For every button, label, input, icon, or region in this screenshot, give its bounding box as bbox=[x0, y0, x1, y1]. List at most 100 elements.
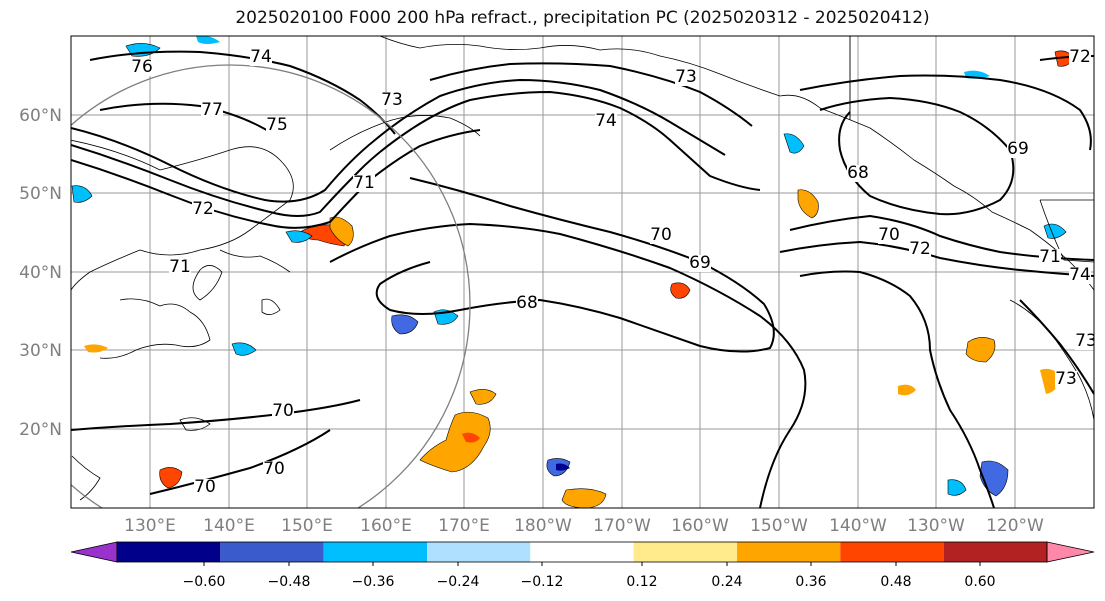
precip-patch bbox=[469, 389, 497, 405]
colorbar-tick-label: −0.48 bbox=[268, 574, 311, 590]
distance-circle bbox=[71, 64, 471, 508]
contour-label: 70 bbox=[272, 401, 294, 421]
lat-tick-label: 50°N bbox=[19, 184, 62, 204]
precip-patch bbox=[419, 411, 491, 473]
contour-label: 71 bbox=[1039, 247, 1061, 267]
colorbar-extend-low bbox=[70, 541, 118, 563]
contour-label: 73 bbox=[1075, 331, 1097, 351]
colorbar-segment bbox=[530, 542, 634, 562]
contour-label-bg bbox=[169, 259, 191, 276]
contour-label: 72 bbox=[192, 199, 214, 219]
contour-label: 72 bbox=[909, 239, 931, 259]
precip-patch bbox=[1043, 223, 1067, 239]
map-frame bbox=[70, 35, 1095, 509]
contour-label-bg bbox=[1055, 371, 1077, 388]
lat-tick-label: 40°N bbox=[19, 263, 62, 283]
contour-label: 73 bbox=[675, 67, 697, 87]
precip-patch bbox=[329, 216, 354, 247]
graticule bbox=[71, 36, 1094, 508]
colorbar-segment bbox=[117, 542, 221, 562]
lon-tick-label: 170°W bbox=[593, 516, 651, 536]
contour-label-bg bbox=[847, 165, 869, 182]
colorbar-segment bbox=[840, 542, 944, 562]
contour-label-bg bbox=[516, 295, 538, 312]
contour-label-bg bbox=[194, 479, 216, 496]
lon-tick-label: 160°W bbox=[671, 516, 729, 536]
precip-patch bbox=[84, 344, 108, 353]
contour-label-bg bbox=[689, 255, 711, 272]
precip-patch bbox=[898, 384, 916, 396]
contour-label-bg bbox=[353, 175, 375, 192]
refractivity-contours bbox=[71, 50, 1094, 508]
contour-label-bg bbox=[263, 461, 285, 478]
lat-tick-label: 20°N bbox=[19, 420, 62, 440]
contour-label: 69 bbox=[1007, 139, 1029, 159]
contour-label-bg bbox=[1069, 49, 1091, 66]
contour-label: 71 bbox=[353, 173, 375, 193]
precip-patch bbox=[159, 467, 183, 489]
contour-label: 73 bbox=[1055, 369, 1077, 389]
colorbar-tick-label: 0.60 bbox=[964, 574, 995, 590]
latitude-ticks: 60°N 50°N 40°N 30°N 20°N bbox=[19, 106, 62, 440]
lon-tick-label: 140°W bbox=[829, 516, 887, 536]
contour-label-bg bbox=[1069, 267, 1091, 284]
colorbar-tick-label: 0.36 bbox=[795, 574, 826, 590]
colorbar-tick-label: 0.48 bbox=[880, 574, 911, 590]
colorbar: −0.60 −0.48 −0.36 −0.24 −0.12 0.12 0.24 0.36 0.4… bbox=[70, 541, 1095, 590]
contour-label-bg bbox=[266, 117, 288, 134]
contour-label-bg bbox=[192, 201, 214, 218]
colorbar-segment bbox=[323, 542, 427, 562]
contour-label-bg bbox=[878, 227, 900, 244]
colorbar-segment bbox=[737, 542, 841, 562]
lon-tick-label: 130°E bbox=[124, 516, 176, 536]
contour-label: 76 bbox=[131, 57, 153, 77]
colorbar-extend-high bbox=[1046, 541, 1095, 563]
contour-label-bg bbox=[381, 92, 403, 109]
lon-tick-label: 140°E bbox=[203, 516, 255, 536]
colorbar-segment bbox=[633, 542, 737, 562]
colorbar-frame bbox=[116, 541, 1048, 563]
contour-label: 70 bbox=[263, 459, 285, 479]
lon-tick-label: 150°E bbox=[281, 516, 333, 536]
contour-label-bg bbox=[1039, 249, 1061, 266]
contour-label-bg bbox=[650, 227, 672, 244]
contour-label: 73 bbox=[381, 90, 403, 110]
contour-label: 74 bbox=[595, 111, 617, 131]
colorbar-tick-label: −0.24 bbox=[437, 574, 480, 590]
precip-patch bbox=[965, 337, 996, 363]
lat-tick-label: 60°N bbox=[19, 106, 62, 126]
precip-patch bbox=[561, 488, 607, 508]
precip-patches bbox=[71, 36, 1075, 508]
contour-label-bg bbox=[250, 49, 272, 66]
colorbar-tick-label: −0.12 bbox=[521, 574, 564, 590]
contour-label: 74 bbox=[1069, 265, 1091, 285]
contour-label: 69 bbox=[689, 253, 711, 273]
contour-label: 74 bbox=[250, 47, 272, 67]
colorbar-tick-label: 0.24 bbox=[711, 574, 742, 590]
contour-label-bg bbox=[675, 69, 697, 86]
colorbar-tick-label: −0.60 bbox=[183, 574, 226, 590]
colorbar-segment bbox=[220, 542, 324, 562]
contour-label-bg bbox=[595, 113, 617, 130]
precip-patch bbox=[670, 282, 691, 299]
lon-tick-label: 130°W bbox=[907, 516, 965, 536]
precip-patch bbox=[783, 133, 805, 154]
colorbar-tick-label: −0.36 bbox=[352, 574, 395, 590]
contour-label-bg bbox=[131, 59, 153, 76]
longitude-ticks: 130°E 140°E 150°E 160°E 170°E 180°W 170°W 160°W… bbox=[124, 516, 1044, 536]
contour-label-bg bbox=[201, 102, 223, 119]
contour-label: 75 bbox=[266, 115, 288, 135]
precip-patch bbox=[556, 463, 570, 471]
precip-patch bbox=[196, 36, 220, 44]
contour-label: 72 bbox=[1069, 47, 1091, 67]
contour-label: 70 bbox=[194, 477, 216, 497]
contour-label: 70 bbox=[878, 225, 900, 245]
precip-patch bbox=[71, 185, 93, 203]
lon-tick-label: 160°E bbox=[360, 516, 412, 536]
contour-label: 70 bbox=[650, 225, 672, 245]
precip-patch bbox=[231, 342, 257, 356]
contour-label: 71 bbox=[169, 257, 191, 277]
precip-patch bbox=[947, 479, 967, 496]
contour-label: 77 bbox=[201, 100, 223, 120]
